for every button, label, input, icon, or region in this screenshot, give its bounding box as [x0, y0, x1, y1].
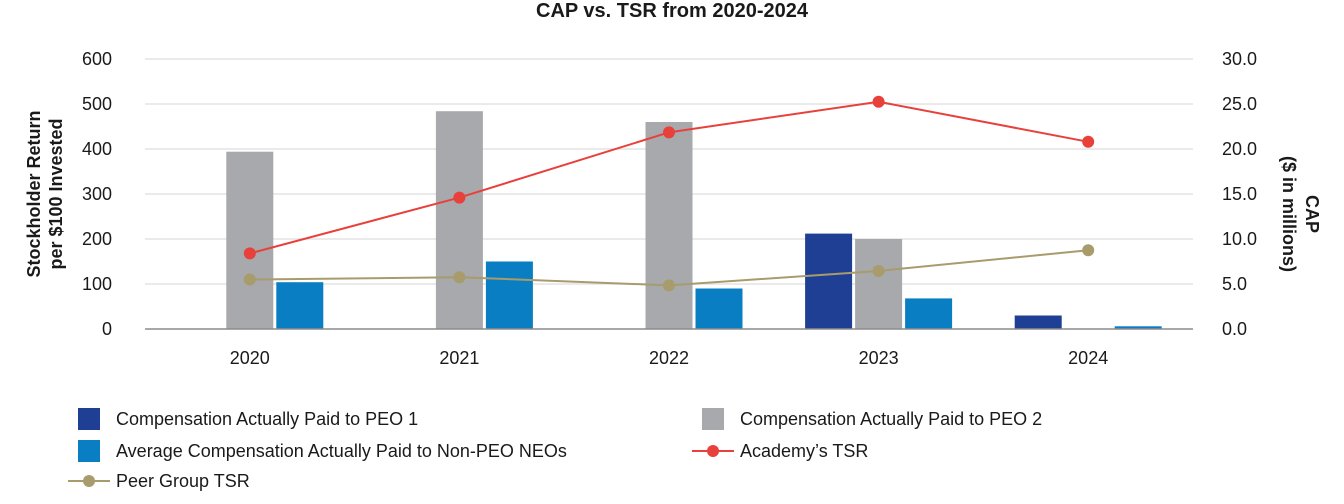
- line-point-1-2023: [872, 95, 885, 108]
- line-point-2-2021: [453, 271, 466, 284]
- left-axis-title-line: per $100 Invested: [46, 118, 66, 269]
- bar-3-2023: [905, 298, 953, 329]
- x-tick-label: 2023: [859, 348, 899, 368]
- bar-3-2021: [485, 261, 533, 329]
- left-tick-label: 500: [82, 94, 112, 114]
- bar-1-2024: [1014, 315, 1062, 329]
- left-tick-label: 200: [82, 229, 112, 249]
- right-tick-label: 10.0: [1222, 229, 1257, 249]
- right-tick-label: 0.0: [1222, 319, 1247, 339]
- right-tick-label: 5.0: [1222, 274, 1247, 294]
- right-tick-label: 30.0: [1222, 49, 1257, 69]
- left-axis-title-line: Stockholder Return: [24, 110, 44, 277]
- legend-label: Peer Group TSR: [116, 471, 250, 491]
- bar-2-2021: [435, 111, 483, 329]
- right-tick-label: 20.0: [1222, 139, 1257, 159]
- right-axis-ticks: 0.0 5.0 10.0 15.0 20.0 25.0 30.0: [1222, 49, 1257, 339]
- legend-marker: [83, 475, 95, 487]
- bar-2-2020: [226, 151, 274, 329]
- x-tick-label: 2020: [230, 348, 270, 368]
- legend: Compensation Actually Paid to PEO 1 Compe…: [68, 408, 1042, 491]
- line-point-1-2021: [453, 191, 466, 204]
- left-tick-label: 300: [82, 184, 112, 204]
- line-point-1-2022: [663, 126, 675, 139]
- bar-1-2023: [805, 233, 853, 329]
- x-tick-label: 2022: [649, 348, 689, 368]
- legend-label: Compensation Actually Paid to PEO 2: [740, 409, 1042, 429]
- line-point-1-2020: [243, 247, 256, 260]
- left-tick-label: 400: [82, 139, 112, 159]
- left-tick-label: 600: [82, 49, 112, 69]
- legend-swatch: [78, 408, 100, 430]
- legend-swatch: [702, 408, 724, 430]
- bar-marks: [226, 111, 1162, 329]
- line-point-2-2023: [872, 264, 885, 277]
- line-point-2-2024: [1082, 244, 1095, 257]
- bar-2-2022: [645, 122, 693, 329]
- right-axis-title-line: CAP: [1302, 195, 1322, 233]
- right-tick-label: 25.0: [1222, 94, 1257, 114]
- right-axis-title-line: ($ in millions): [1279, 156, 1299, 272]
- bar-3-2022: [695, 288, 743, 329]
- legend-label: Compensation Actually Paid to PEO 1: [116, 409, 418, 429]
- line-point-2-2022: [663, 279, 675, 292]
- legend-label: Academy’s TSR: [740, 441, 868, 461]
- x-axis-ticks: 2020 2021 2022 2023 2024: [230, 348, 1108, 368]
- bar-2-2023: [855, 239, 903, 329]
- left-tick-label: 100: [82, 274, 112, 294]
- right-tick-label: 15.0: [1222, 184, 1257, 204]
- line-point-2-2020: [243, 273, 256, 286]
- legend-label: Average Compensation Actually Paid to No…: [116, 441, 567, 461]
- legend-swatch: [78, 440, 100, 462]
- right-axis-title: CAP($ in millions): [1279, 156, 1322, 272]
- line-series: [243, 95, 1095, 292]
- x-tick-label: 2024: [1068, 348, 1108, 368]
- x-tick-label: 2021: [439, 348, 479, 368]
- left-tick-label: 0: [102, 319, 112, 339]
- bar-3-2020: [276, 282, 324, 329]
- line-point-1-2024: [1082, 135, 1095, 148]
- left-axis-title: Stockholder Return per $100 Invested: [24, 110, 66, 277]
- legend-marker: [707, 445, 719, 457]
- chart-title: CAP vs. TSR from 2020-2024: [536, 0, 809, 22]
- left-axis-ticks: 0 100 200 300 400 500 600: [82, 49, 112, 339]
- bar-3-2024: [1114, 326, 1162, 329]
